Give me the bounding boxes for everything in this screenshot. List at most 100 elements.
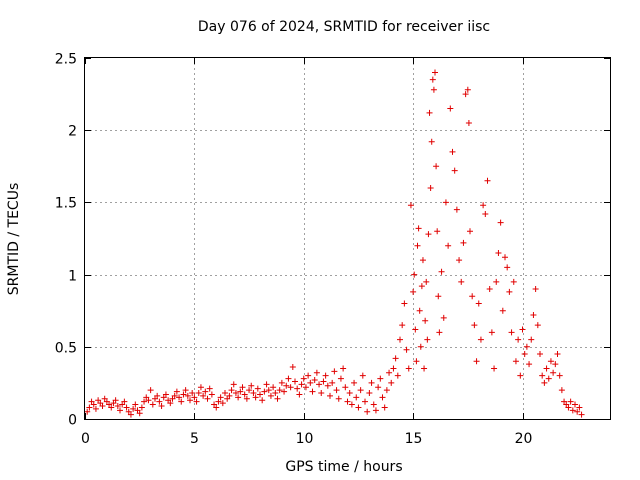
data-point (241, 391, 248, 398)
data-point (117, 407, 123, 414)
data-point (173, 388, 180, 395)
data-point (440, 314, 447, 321)
data-point (426, 109, 433, 116)
data-point (311, 377, 318, 384)
data-point (320, 378, 327, 385)
data-point (539, 372, 546, 379)
data-point (171, 392, 178, 399)
data-point (465, 119, 472, 126)
data-point (180, 391, 187, 398)
data-point (123, 404, 130, 411)
data-point (313, 369, 320, 376)
data-point (436, 329, 443, 336)
data-point (418, 283, 425, 290)
data-point (372, 407, 379, 414)
data-point (576, 404, 583, 411)
data-point (458, 278, 465, 285)
data-point (482, 210, 489, 217)
data-point (278, 379, 285, 386)
data-point (276, 387, 283, 394)
y-tick-label: 1 (68, 269, 77, 285)
data-point (252, 394, 259, 401)
data-point (154, 392, 161, 399)
data-point (191, 394, 198, 401)
data-point (484, 177, 491, 184)
data-point (388, 379, 395, 386)
data-point (370, 401, 377, 408)
data-point (187, 397, 193, 404)
data-point (193, 398, 200, 405)
data-point (517, 372, 524, 379)
data-point (263, 381, 270, 388)
y-tick-label: 1.5 (55, 196, 77, 212)
data-point (250, 390, 257, 397)
data-point (445, 242, 452, 249)
data-point (543, 365, 550, 372)
data-point (532, 286, 539, 293)
data-point (331, 368, 338, 375)
data-point (289, 364, 296, 371)
data-point (204, 395, 211, 402)
data-point (327, 392, 333, 399)
data-point (451, 167, 458, 174)
data-point (449, 148, 456, 155)
data-point (351, 379, 358, 386)
data-point (305, 372, 312, 379)
data-point (565, 404, 572, 411)
data-point (292, 378, 298, 385)
x-tick-label: 0 (81, 431, 90, 447)
grid-lines (85, 58, 610, 419)
data-point (473, 358, 480, 365)
data-point (285, 375, 292, 382)
data-point (558, 387, 565, 394)
data-point (158, 403, 165, 410)
data-point (302, 384, 309, 391)
data-point (294, 385, 301, 392)
data-point (206, 385, 213, 392)
data-point (246, 387, 253, 394)
data-point (416, 307, 423, 314)
data-points (84, 69, 585, 418)
data-point (335, 395, 342, 402)
x-tick-label: 5 (190, 431, 199, 447)
data-point (497, 219, 504, 226)
data-point (329, 379, 336, 386)
data-point (261, 388, 268, 395)
data-point (467, 228, 473, 235)
data-point (453, 206, 460, 213)
data-point (422, 317, 429, 324)
data-point (515, 336, 522, 343)
data-point (195, 390, 202, 397)
data-point (265, 387, 272, 394)
data-point (460, 239, 467, 246)
data-point (346, 390, 353, 397)
data-point (141, 398, 148, 405)
data-point (230, 381, 237, 388)
data-point (147, 387, 154, 394)
data-point (510, 278, 517, 285)
data-point (415, 225, 422, 232)
data-point (556, 372, 563, 379)
data-point (537, 351, 543, 358)
data-point (428, 138, 435, 145)
data-point (375, 384, 382, 391)
data-point (383, 387, 390, 394)
data-point (413, 358, 420, 365)
data-point (488, 329, 495, 336)
plot-frame (84, 57, 611, 420)
data-point (519, 326, 526, 333)
data-point (235, 394, 242, 401)
data-point (471, 322, 478, 329)
data-point (316, 381, 323, 388)
data-point (213, 404, 220, 411)
data-point (348, 401, 355, 408)
data-point (99, 403, 106, 410)
data-point (178, 398, 185, 405)
data-point (506, 288, 513, 295)
y-tick-label: 2 (68, 124, 77, 140)
data-point (189, 390, 196, 397)
data-point (287, 384, 294, 391)
data-point (184, 392, 191, 399)
data-point (403, 346, 410, 353)
data-point (208, 391, 215, 398)
